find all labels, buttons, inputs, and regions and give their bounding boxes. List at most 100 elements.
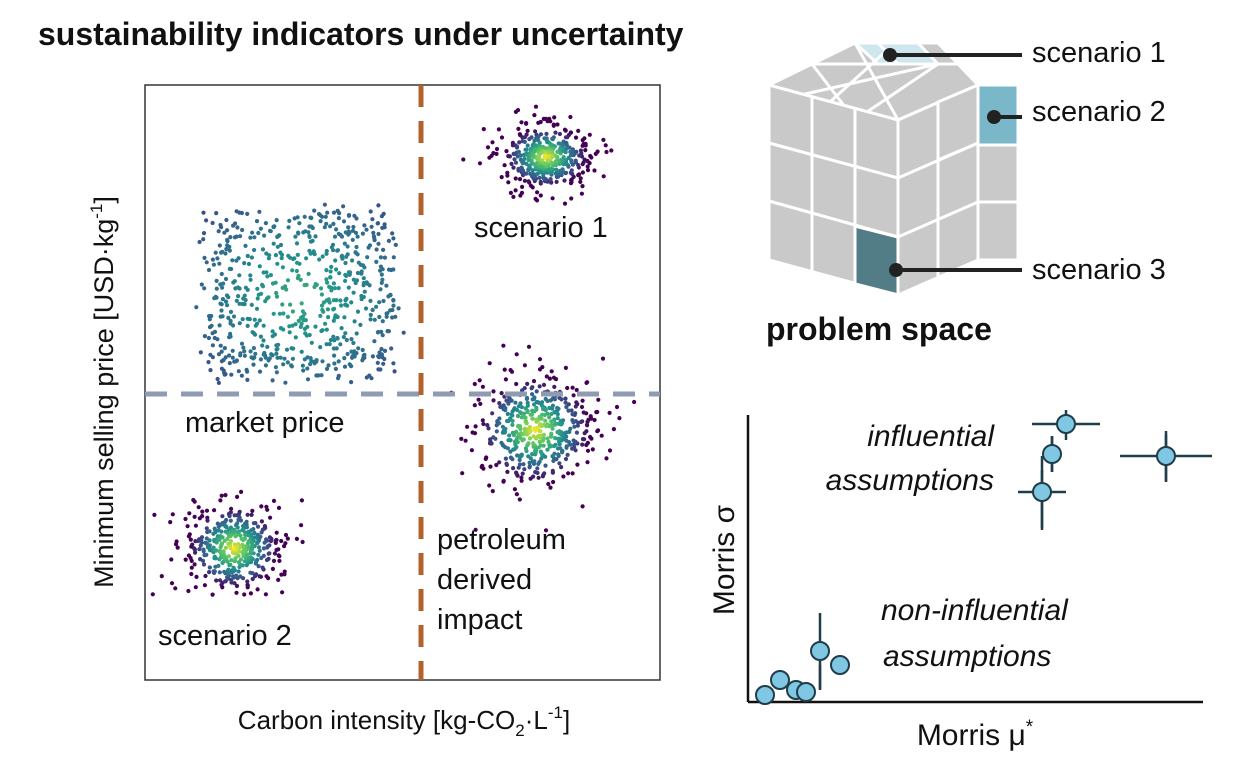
scatter-point	[568, 114, 573, 120]
scatter-point	[380, 319, 385, 324]
scatter-point	[340, 256, 345, 261]
scatter-point	[554, 167, 559, 172]
scatter-point	[538, 193, 543, 198]
scatter-point	[202, 583, 207, 588]
scatter-point	[169, 557, 174, 562]
scatter-point	[217, 570, 222, 575]
scatter-point	[349, 380, 354, 385]
scatter-point	[223, 355, 228, 360]
scatter-point	[242, 293, 247, 298]
scatter-point	[276, 553, 281, 558]
scatter-point	[255, 541, 260, 546]
scatter-point	[353, 280, 358, 286]
scatter-point	[234, 583, 240, 589]
scatter-point	[535, 190, 540, 195]
scatter-point	[252, 355, 257, 360]
scatter-point	[228, 318, 233, 323]
scatter-point	[497, 421, 502, 426]
scatter-point	[523, 415, 528, 420]
scatter-point	[210, 592, 215, 597]
scatter-point	[555, 122, 560, 127]
scatter-point	[529, 158, 534, 163]
scatter-point	[533, 196, 538, 201]
scatter-point	[216, 563, 221, 569]
scatter-point	[225, 239, 230, 244]
scatter-point	[380, 225, 385, 230]
scatter-point	[515, 413, 521, 419]
scatter-point	[368, 298, 373, 303]
scatter-point	[530, 392, 535, 397]
scatter-point	[556, 452, 561, 457]
scatter-point	[522, 135, 528, 140]
scatter-point	[382, 348, 388, 353]
scatter-point	[547, 415, 552, 420]
scatter-point	[248, 591, 253, 596]
scatter-point	[224, 217, 229, 223]
scatter-point	[331, 248, 336, 253]
scatter-point	[336, 359, 341, 364]
scatter-point	[527, 460, 532, 465]
scatter-point	[530, 416, 535, 421]
scatter-point	[208, 368, 213, 373]
scatter-point	[236, 369, 241, 374]
scatter-point	[460, 471, 465, 476]
scatter-point	[225, 536, 230, 541]
scatter-point	[331, 307, 336, 312]
scatter-point	[226, 567, 231, 572]
scatter-point	[570, 412, 575, 417]
scatter-point	[352, 319, 357, 324]
scatter-point	[507, 154, 512, 159]
scatter-point	[493, 436, 498, 441]
scatter-point	[528, 428, 533, 433]
scatter-point	[463, 438, 468, 443]
scatter-point	[248, 273, 253, 278]
scatter-point	[234, 298, 239, 303]
scatter-point	[551, 123, 556, 128]
scatter-point	[564, 404, 569, 410]
scatter-point	[224, 525, 229, 530]
scatter-point	[514, 352, 519, 357]
scatter-point	[214, 295, 219, 300]
scatter-point	[510, 413, 515, 418]
scatter-point	[207, 317, 212, 322]
scatter-point	[465, 424, 470, 429]
scatter-point	[251, 521, 256, 526]
scatter-point	[185, 524, 190, 529]
scatter-point	[356, 346, 361, 351]
scatter-point	[508, 438, 513, 443]
scatter-point	[214, 578, 219, 583]
scatter-point	[617, 416, 622, 421]
scatter-point	[258, 334, 263, 339]
scatter-point	[324, 221, 329, 226]
scatter-point	[202, 286, 207, 291]
scatter-point	[538, 179, 543, 184]
scatter-point	[526, 454, 531, 459]
scatter-point	[219, 493, 224, 498]
scatter-point	[544, 374, 549, 379]
scatter-point	[239, 536, 244, 541]
scatter-point	[491, 389, 496, 394]
scatter-point	[318, 313, 323, 318]
scatter-point	[472, 381, 477, 387]
scatter-point	[220, 314, 225, 319]
scatter-point	[270, 566, 275, 572]
scatter-point	[554, 179, 559, 184]
scatter-point	[238, 557, 244, 562]
scatter-point	[520, 471, 525, 476]
scatter-point	[343, 260, 348, 266]
scatter-point	[183, 557, 188, 562]
scatter-point	[503, 456, 508, 461]
scatter-point	[584, 380, 589, 385]
scatter-point	[285, 536, 290, 541]
scatter-point	[481, 421, 486, 427]
scatter-point	[336, 373, 341, 378]
scatter-point	[201, 549, 206, 554]
scatter-point	[227, 353, 232, 358]
scatter-point	[318, 286, 324, 291]
scatter-point	[175, 545, 180, 550]
scatter-point	[290, 309, 295, 314]
scatter-point	[580, 138, 585, 143]
scatter-point	[525, 143, 530, 148]
scatter-point	[361, 276, 366, 281]
scatter-point	[230, 574, 236, 579]
